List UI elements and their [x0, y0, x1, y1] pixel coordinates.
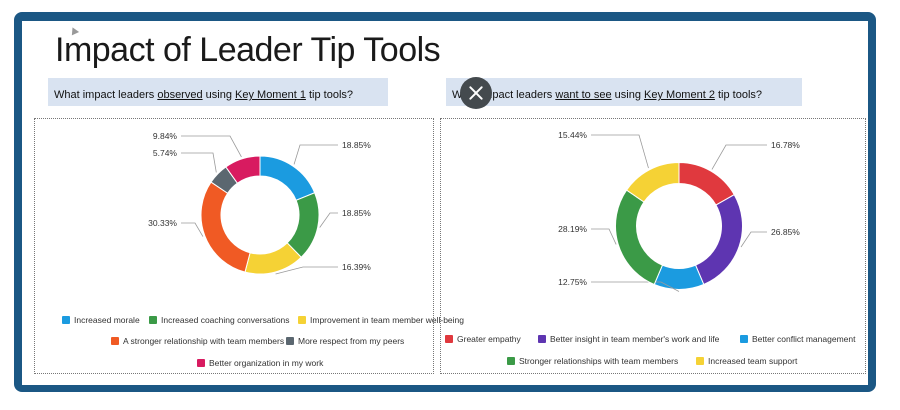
- chart2-leader-1: [740, 231, 767, 248]
- chart2-data-label-2: 12.75%: [558, 277, 587, 287]
- chart1-legend-label-5: Better organization in my work: [209, 358, 324, 368]
- chart1-data-label-0: 18.85%: [342, 140, 371, 150]
- question-2-text-mid: using: [611, 89, 645, 101]
- chart2-legend-swatch-1: [538, 335, 546, 343]
- chart2-leader-0: [711, 144, 767, 170]
- chart1-legend-swatch-1: [149, 316, 157, 324]
- chart1-legend-swatch-3: [111, 337, 119, 345]
- chart1-legend-item-2: Improvement in team member well-being: [298, 315, 464, 325]
- slide: Impact of Leader Tip Tools What impact l…: [22, 21, 868, 385]
- chart1-legend-label-1: Increased coaching conversations: [161, 315, 290, 325]
- chart1-legend-swatch-5: [197, 359, 205, 367]
- chart1-legend-swatch-0: [62, 316, 70, 324]
- chart2-legend-label-2: Better conflict management: [752, 334, 856, 344]
- chart1-leader-1: [319, 212, 338, 228]
- chart1-slice-3: [200, 181, 251, 273]
- chart1-legend-swatch-2: [298, 316, 306, 324]
- chart1-legend-swatch-4: [286, 337, 294, 345]
- question-1-header: What impact leaders observed using Key M…: [48, 78, 388, 106]
- chart2-legend-label-4: Increased team support: [708, 356, 798, 366]
- chart1-data-label-1: 18.85%: [342, 208, 371, 218]
- chart1-legend-label-4: More respect from my peers: [298, 336, 405, 346]
- chart2-leader-2: [591, 281, 680, 292]
- chart1-leader-0: [293, 144, 338, 165]
- chart2-legend-item-3: Stronger relationships with team members: [507, 356, 678, 366]
- donut-chart-1: 18.85% 18.85% 16.39% 30.33% 5.74% 9.84%: [148, 131, 371, 275]
- chart2-legend-item-2: Better conflict management: [740, 334, 855, 344]
- page-title: Impact of Leader Tip Tools: [55, 31, 441, 69]
- chart2-leader-4: [591, 134, 649, 169]
- question-2-header: What impact leaders want to see using Ke…: [446, 78, 802, 106]
- question-2-text-end: tip tools?: [714, 89, 763, 101]
- chart2-legend-label-0: Greater empathy: [457, 334, 521, 344]
- chart2-slice-4: [625, 161, 680, 203]
- chart1-leader-5: [181, 135, 242, 158]
- chart2-slice-1: [694, 193, 743, 286]
- question-2-underline-want: want to see: [555, 89, 612, 101]
- chart1-data-label-3: 30.33%: [148, 218, 177, 228]
- chart1-legend-label-3: A stronger relationship with team member…: [123, 336, 285, 346]
- chart2-leader-3: [591, 228, 617, 245]
- chart2-data-label-1: 26.85%: [771, 227, 800, 237]
- question-2-underline-moment: Key Moment 2: [644, 89, 715, 101]
- chart1-legend-item-3: A stronger relationship with team member…: [111, 336, 284, 346]
- question-1-underline-moment: Key Moment 1: [235, 89, 306, 101]
- question-1-underline-observed: observed: [157, 89, 203, 101]
- chart2-legend-swatch-2: [740, 335, 748, 343]
- chart2-legend-swatch-0: [445, 335, 453, 343]
- chart-panel-2: 16.78% 26.85% 12.75% 28.19% 15.44% Greater e…: [440, 118, 866, 374]
- chart1-legend-label-0: Increased morale: [74, 315, 140, 325]
- chart2-legend-item-1: Better insight in team member's work and…: [538, 334, 719, 344]
- chart2-data-label-3: 28.19%: [558, 224, 587, 234]
- chart2-legend-swatch-3: [507, 357, 515, 365]
- close-icon: [468, 85, 484, 101]
- chart1-leader-2: [275, 266, 338, 275]
- chart1-slice-5: [225, 155, 261, 184]
- chart-panel-1: 18.85% 18.85% 16.39% 30.33% 5.74% 9.84% Incre…: [34, 118, 464, 374]
- question-1-text-end: tip tools?: [305, 89, 354, 101]
- chart2-slice-2: [653, 264, 705, 290]
- chart2-data-label-0: 16.78%: [771, 140, 800, 150]
- chart2-slice-0: [678, 161, 735, 206]
- chart1-leader-3: [181, 222, 204, 237]
- donut-chart-2: 16.78% 26.85% 12.75% 28.19% 15.44%: [558, 130, 800, 292]
- chart1-legend-item-0: Increased morale: [62, 315, 140, 325]
- chart1-data-label-4: 5.74%: [153, 148, 178, 158]
- chart2-data-label-4: 15.44%: [558, 130, 587, 140]
- question-1-text-mid: using: [202, 89, 236, 101]
- chart1-legend-item-1: Increased coaching conversations: [149, 315, 290, 325]
- chart2-legend-item-0: Greater empathy: [445, 334, 521, 344]
- chart1-legend-item-5: Better organization in my work: [197, 358, 323, 368]
- chart1-legend-item-4: More respect from my peers: [286, 336, 404, 346]
- chart2-legend-swatch-4: [696, 357, 704, 365]
- chart1-data-label-5: 9.84%: [153, 131, 178, 141]
- chart1-slice-0: [259, 155, 316, 201]
- chart2-legend-label-1: Better insight in team member's work and…: [550, 334, 720, 344]
- chart2-legend-label-3: Stronger relationships with team members: [519, 356, 679, 366]
- chart1-leader-4: [181, 152, 217, 173]
- chart1-data-label-2: 16.39%: [342, 262, 371, 272]
- chart2-slice-3: [615, 189, 664, 286]
- question-1-text: What impact leaders: [54, 89, 158, 101]
- chart2-legend-item-4: Increased team support: [696, 356, 797, 366]
- close-button[interactable]: [460, 77, 492, 109]
- chart1-legend-label-2: Improvement in team member well-being: [310, 315, 465, 325]
